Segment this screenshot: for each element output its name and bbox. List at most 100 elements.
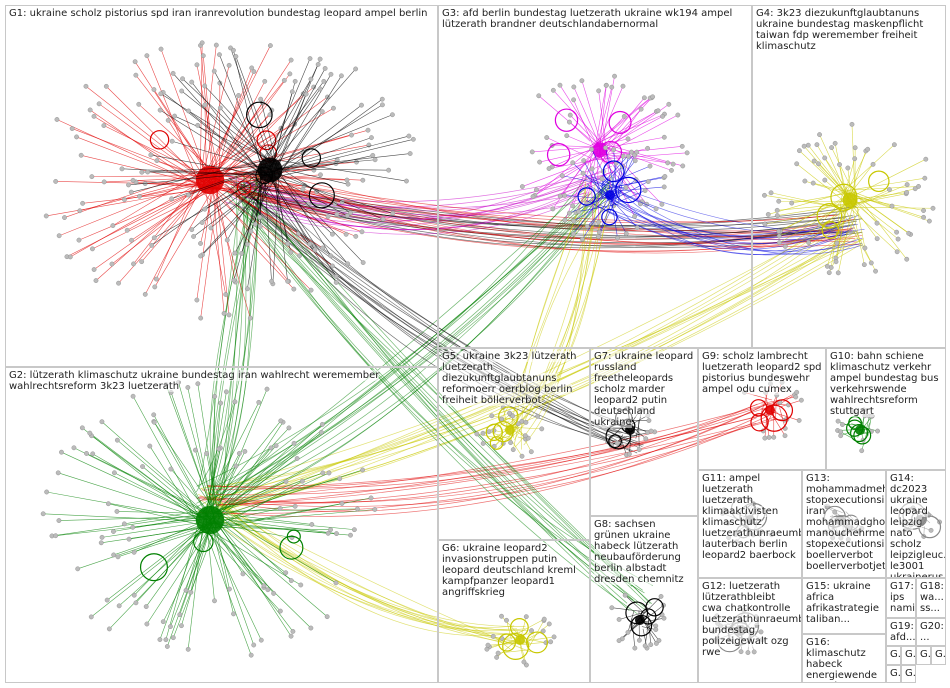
node <box>499 613 504 619</box>
group-label: G4: 3k23 diezukunftglaubtanuns ukraine b… <box>756 8 924 52</box>
edge <box>587 196 617 227</box>
node <box>656 638 662 643</box>
edge <box>269 175 337 277</box>
edge <box>273 170 288 244</box>
edge-bundle <box>514 192 587 432</box>
edge <box>204 174 265 210</box>
edge <box>200 45 213 171</box>
node <box>776 198 782 204</box>
node <box>539 426 545 432</box>
node <box>328 527 333 533</box>
node <box>523 419 529 425</box>
node <box>745 650 751 655</box>
edge <box>85 86 210 184</box>
node <box>223 292 229 297</box>
node <box>194 62 200 68</box>
edge <box>154 171 274 239</box>
node <box>534 187 539 193</box>
edge <box>271 91 293 169</box>
node <box>528 449 534 455</box>
node <box>128 189 134 195</box>
edge <box>103 125 206 176</box>
node <box>634 225 640 230</box>
node <box>351 527 357 533</box>
node <box>642 188 648 193</box>
edge <box>153 89 211 176</box>
node <box>116 603 122 609</box>
group-label: G... <box>935 649 945 660</box>
node <box>638 106 644 112</box>
node <box>144 621 150 627</box>
node <box>326 470 332 476</box>
node <box>80 200 86 206</box>
node <box>277 608 283 614</box>
node <box>172 113 178 119</box>
node <box>536 93 542 99</box>
node <box>290 629 296 634</box>
node <box>305 201 311 207</box>
node <box>151 419 157 425</box>
self-loop <box>255 166 274 185</box>
edge-bundle <box>523 185 586 446</box>
node <box>252 221 258 227</box>
edge <box>211 524 234 614</box>
node <box>231 47 236 53</box>
edge <box>830 193 843 268</box>
edge <box>201 178 263 223</box>
node <box>801 143 807 149</box>
node <box>567 210 572 216</box>
node <box>144 53 150 59</box>
node <box>101 123 107 128</box>
node <box>328 253 334 259</box>
edge <box>98 103 208 184</box>
self-loop <box>149 130 170 150</box>
edge <box>813 182 849 193</box>
node <box>289 89 295 95</box>
edge <box>207 174 251 319</box>
edge <box>226 176 264 241</box>
node <box>90 246 95 252</box>
node <box>99 419 105 425</box>
node <box>632 158 638 164</box>
edge <box>851 197 897 233</box>
edge <box>210 443 295 521</box>
node <box>620 153 626 159</box>
node <box>213 42 219 48</box>
node <box>570 160 576 166</box>
edge-bundle <box>227 171 604 203</box>
edge <box>273 172 288 282</box>
group-label: G2: lützerath klimaschutz ukraine bundes… <box>9 370 380 392</box>
edge-bundle <box>597 193 863 252</box>
node <box>379 96 385 102</box>
self-loop <box>850 424 869 443</box>
node <box>325 530 331 536</box>
node <box>130 393 136 399</box>
edge <box>578 203 619 212</box>
node <box>824 263 830 269</box>
group-box: G20: ... <box>916 618 946 646</box>
group-box: G12: luetzerath lützerathbleibt cwa chat… <box>698 578 802 683</box>
edge <box>813 160 847 197</box>
node <box>198 241 203 246</box>
node <box>218 400 224 406</box>
group-label: G12: luetzerath lützerathbleibt cwa chat… <box>702 581 801 658</box>
node <box>603 145 608 151</box>
node <box>928 527 934 533</box>
self-loop <box>286 529 301 544</box>
node <box>232 250 238 256</box>
node <box>40 511 46 517</box>
edge <box>219 432 322 518</box>
edge <box>213 396 215 525</box>
edge <box>796 163 852 207</box>
node <box>62 215 67 220</box>
node <box>309 522 315 527</box>
edge <box>279 155 373 177</box>
node <box>277 506 283 511</box>
node <box>738 649 744 655</box>
node <box>758 629 764 635</box>
node <box>133 600 139 606</box>
node <box>544 135 550 140</box>
node <box>589 146 595 152</box>
node <box>91 113 97 119</box>
edge <box>858 184 908 206</box>
